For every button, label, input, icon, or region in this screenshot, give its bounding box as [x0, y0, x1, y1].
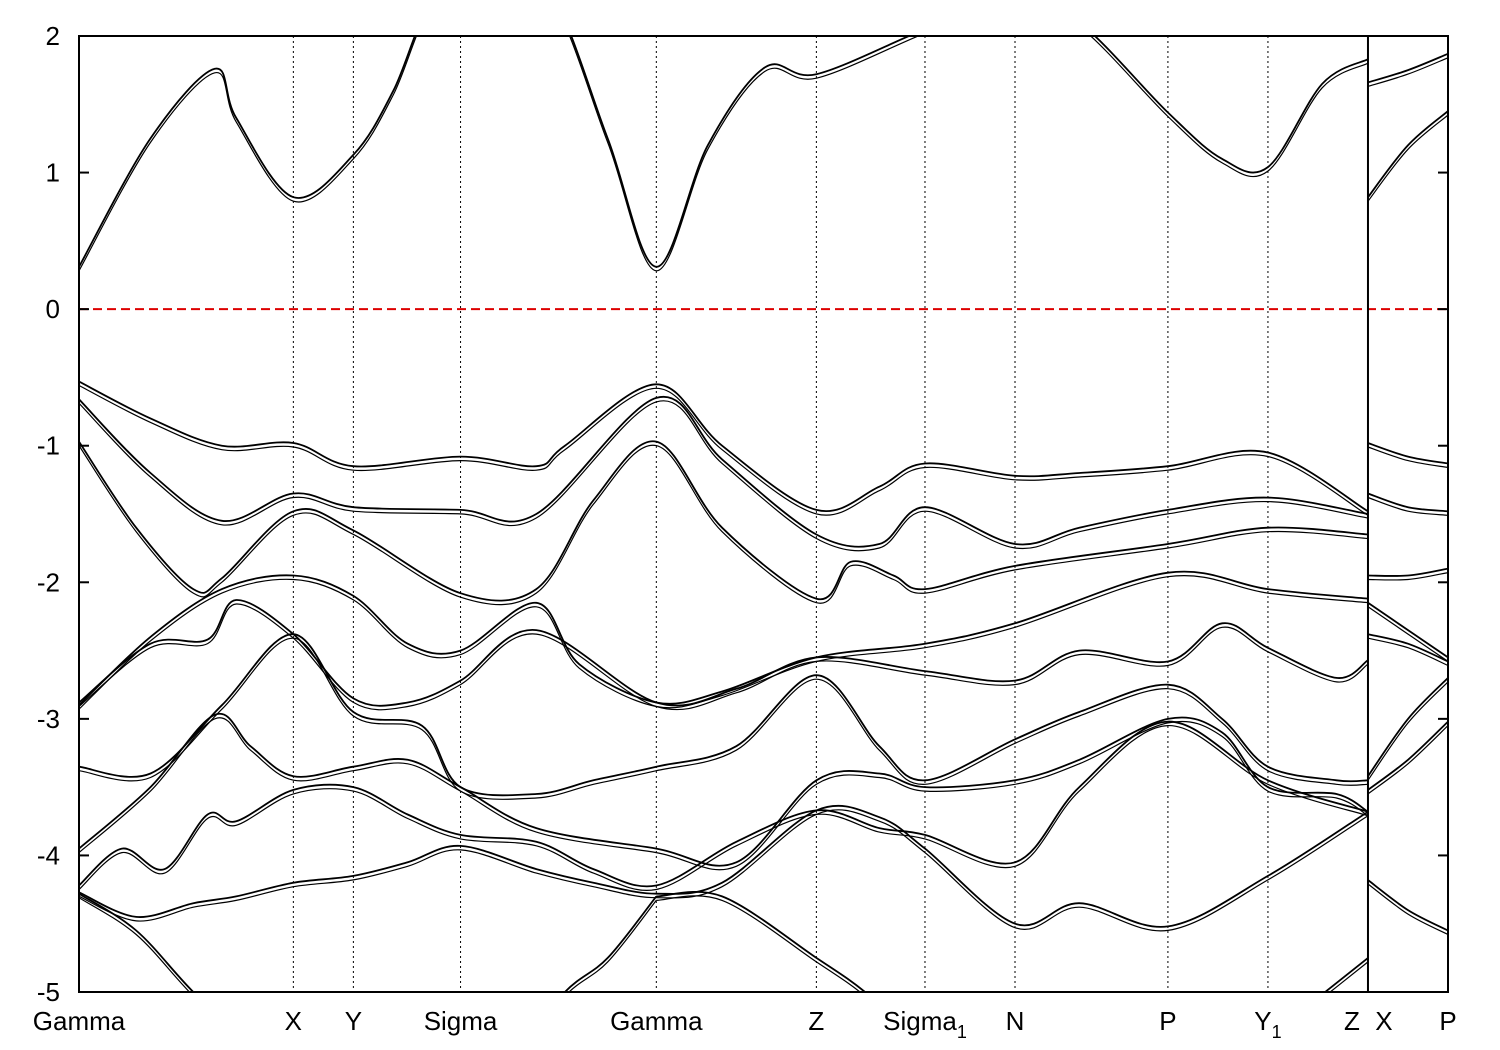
band-line-pair: [79, 724, 1369, 891]
x-tick-label: P: [1439, 1006, 1456, 1036]
band-line-pair: [1367, 496, 1448, 516]
band-line: [79, 570, 1369, 706]
band-line-pair: [79, 400, 1369, 552]
band-line: [1367, 492, 1448, 513]
y-axis: -5 -4 -3 -2 -1 0 1 2: [37, 21, 1448, 1007]
x-tick-label: X: [285, 1006, 302, 1036]
x-tick-label: Sigma: [424, 1006, 498, 1036]
band-line: [79, 440, 1369, 602]
band-line-pair: [79, 575, 1369, 710]
band-line-pair: [79, 444, 1369, 606]
band-line-pair: [1367, 114, 1448, 202]
y-tick-label: 1: [46, 158, 60, 188]
band-line-pair: [79, 384, 1369, 516]
band-line: [79, 720, 1369, 888]
x-tick-label: X: [1375, 1006, 1392, 1036]
band-line-pair: [1367, 446, 1448, 469]
y-tick-label: -3: [37, 704, 60, 734]
band-line: [79, 712, 1369, 867]
y-tick-label: -2: [37, 567, 60, 597]
band-line-pair: [656, 895, 861, 992]
band-line-pair: [1367, 883, 1448, 936]
y-tick-label: -5: [37, 977, 60, 1007]
band-line: [1367, 633, 1448, 663]
band-line: [1367, 52, 1448, 84]
band-line: [79, 395, 1369, 548]
x-tick-label: N: [1006, 1006, 1025, 1036]
y-tick-label: 2: [46, 21, 60, 51]
y-tick-label: -1: [37, 431, 60, 461]
x-tick-label: Sigma1: [883, 1006, 967, 1042]
band-line: [1367, 442, 1448, 465]
x-tick-label: Z: [808, 1006, 824, 1036]
band-line: [79, 892, 658, 992]
x-tick-label: Z: [1344, 1006, 1360, 1036]
x-axis: Gamma X Y Sigma Gamma Z Sigma1 N P Y1 Z X P: [33, 1006, 1457, 1042]
band-line: [1367, 567, 1448, 577]
band-line-pair: [79, 717, 1369, 871]
x-tick-label: Gamma: [33, 1006, 126, 1036]
band-line-pair: [79, 637, 1369, 800]
band-line: [79, 633, 1369, 797]
band-line-pair: [79, 897, 657, 992]
band-line: [1367, 602, 1448, 659]
band-line: [79, 36, 1369, 268]
band-line: [79, 380, 1369, 513]
band-line-pair: [1367, 725, 1448, 795]
y-tick-label: 0: [46, 294, 60, 324]
x-tick-label: Y: [345, 1006, 362, 1036]
band-line-pair: [1329, 961, 1369, 992]
band-line-pair: [1367, 606, 1448, 662]
band-line: [1323, 957, 1369, 992]
band-lines: [79, 36, 1448, 992]
x-tick-label: P: [1159, 1006, 1176, 1036]
y-tick-label: -4: [37, 840, 60, 870]
band-line-pair: [79, 603, 1369, 711]
band-line-pair: [1367, 637, 1448, 667]
band-line: [1367, 677, 1448, 777]
band-line-pair: [79, 36, 1369, 272]
x-tick-label: Gamma: [610, 1006, 703, 1036]
band-line: [1367, 879, 1448, 932]
band-line-pair: [79, 809, 1369, 932]
band-line-pair: [1367, 681, 1448, 781]
band-line: [1367, 720, 1448, 791]
band-line-pair: [1367, 57, 1448, 87]
band-line: [656, 890, 867, 992]
plot-frame: [78, 35, 1449, 993]
band-line: [1367, 110, 1448, 198]
band-line-pair: [1367, 572, 1448, 581]
band-line: [79, 599, 1369, 707]
x-tick-label: Y1: [1254, 1006, 1281, 1042]
